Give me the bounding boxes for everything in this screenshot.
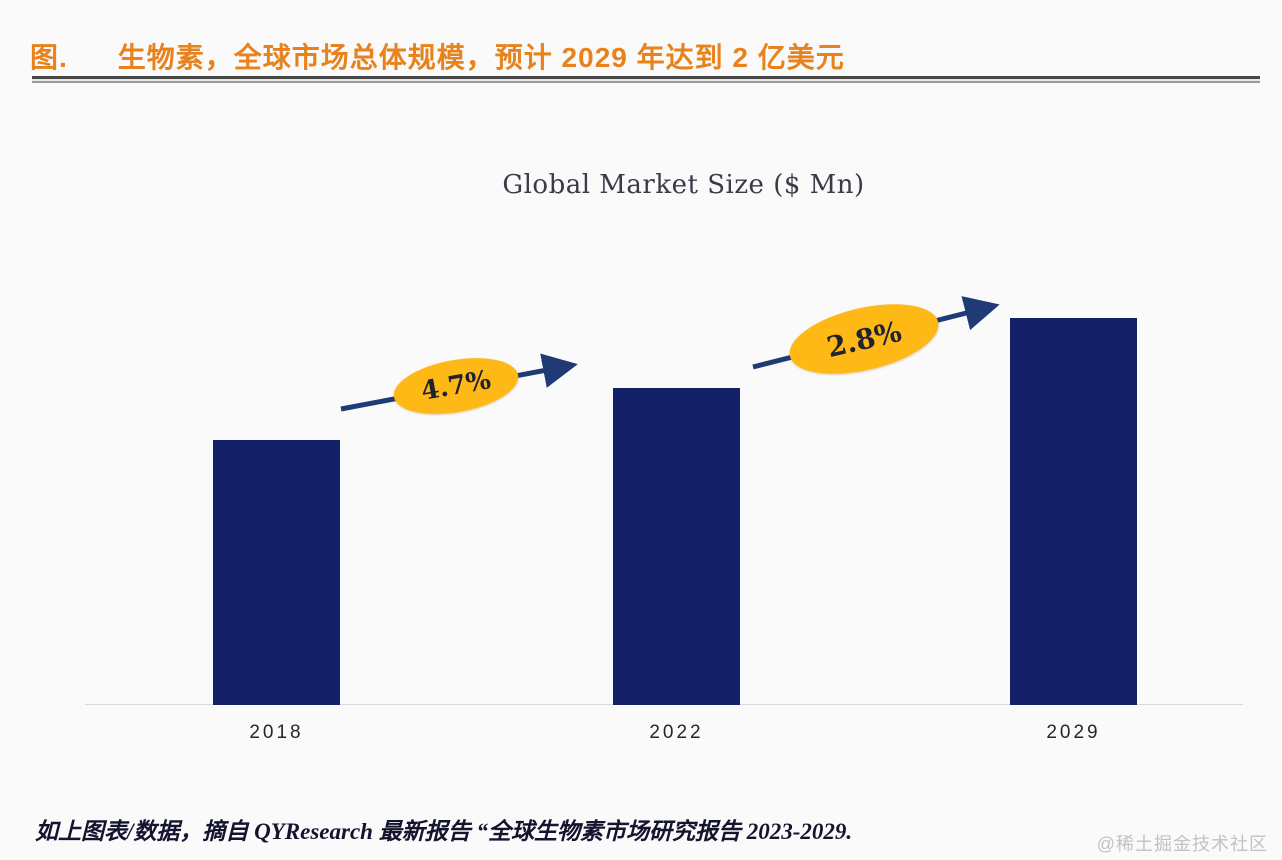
figure-label: 图. [30,42,68,73]
source-footnote: 如上图表/数据，摘自 QYResearch 最新报告 “全球生物素市场研究报告 … [35,819,853,844]
chart-title: Global Market Size ($ Mn) [502,170,865,200]
watermark: @稀土掘金技术社区 [1096,834,1268,854]
x-axis-label-2018: 2018 [249,722,304,743]
bar-2022 [613,388,740,705]
header-divider [32,76,1260,83]
bar-2029 [1010,318,1137,705]
figure-heading: 图. 生物素，全球市场总体规模，预计 2029 年达到 2 亿美元 [30,36,1252,76]
bar-2018 [213,440,340,705]
growth-rate-label-2: 2.8% [823,314,905,364]
x-axis-label-2022: 2022 [649,722,704,743]
figure-title: 生物素，全球市场总体规模，预计 2029 年达到 2 亿美元 [117,42,845,73]
x-axis-label-2029: 2029 [1046,722,1101,743]
growth-rate-label-1: 4.7% [418,365,494,407]
